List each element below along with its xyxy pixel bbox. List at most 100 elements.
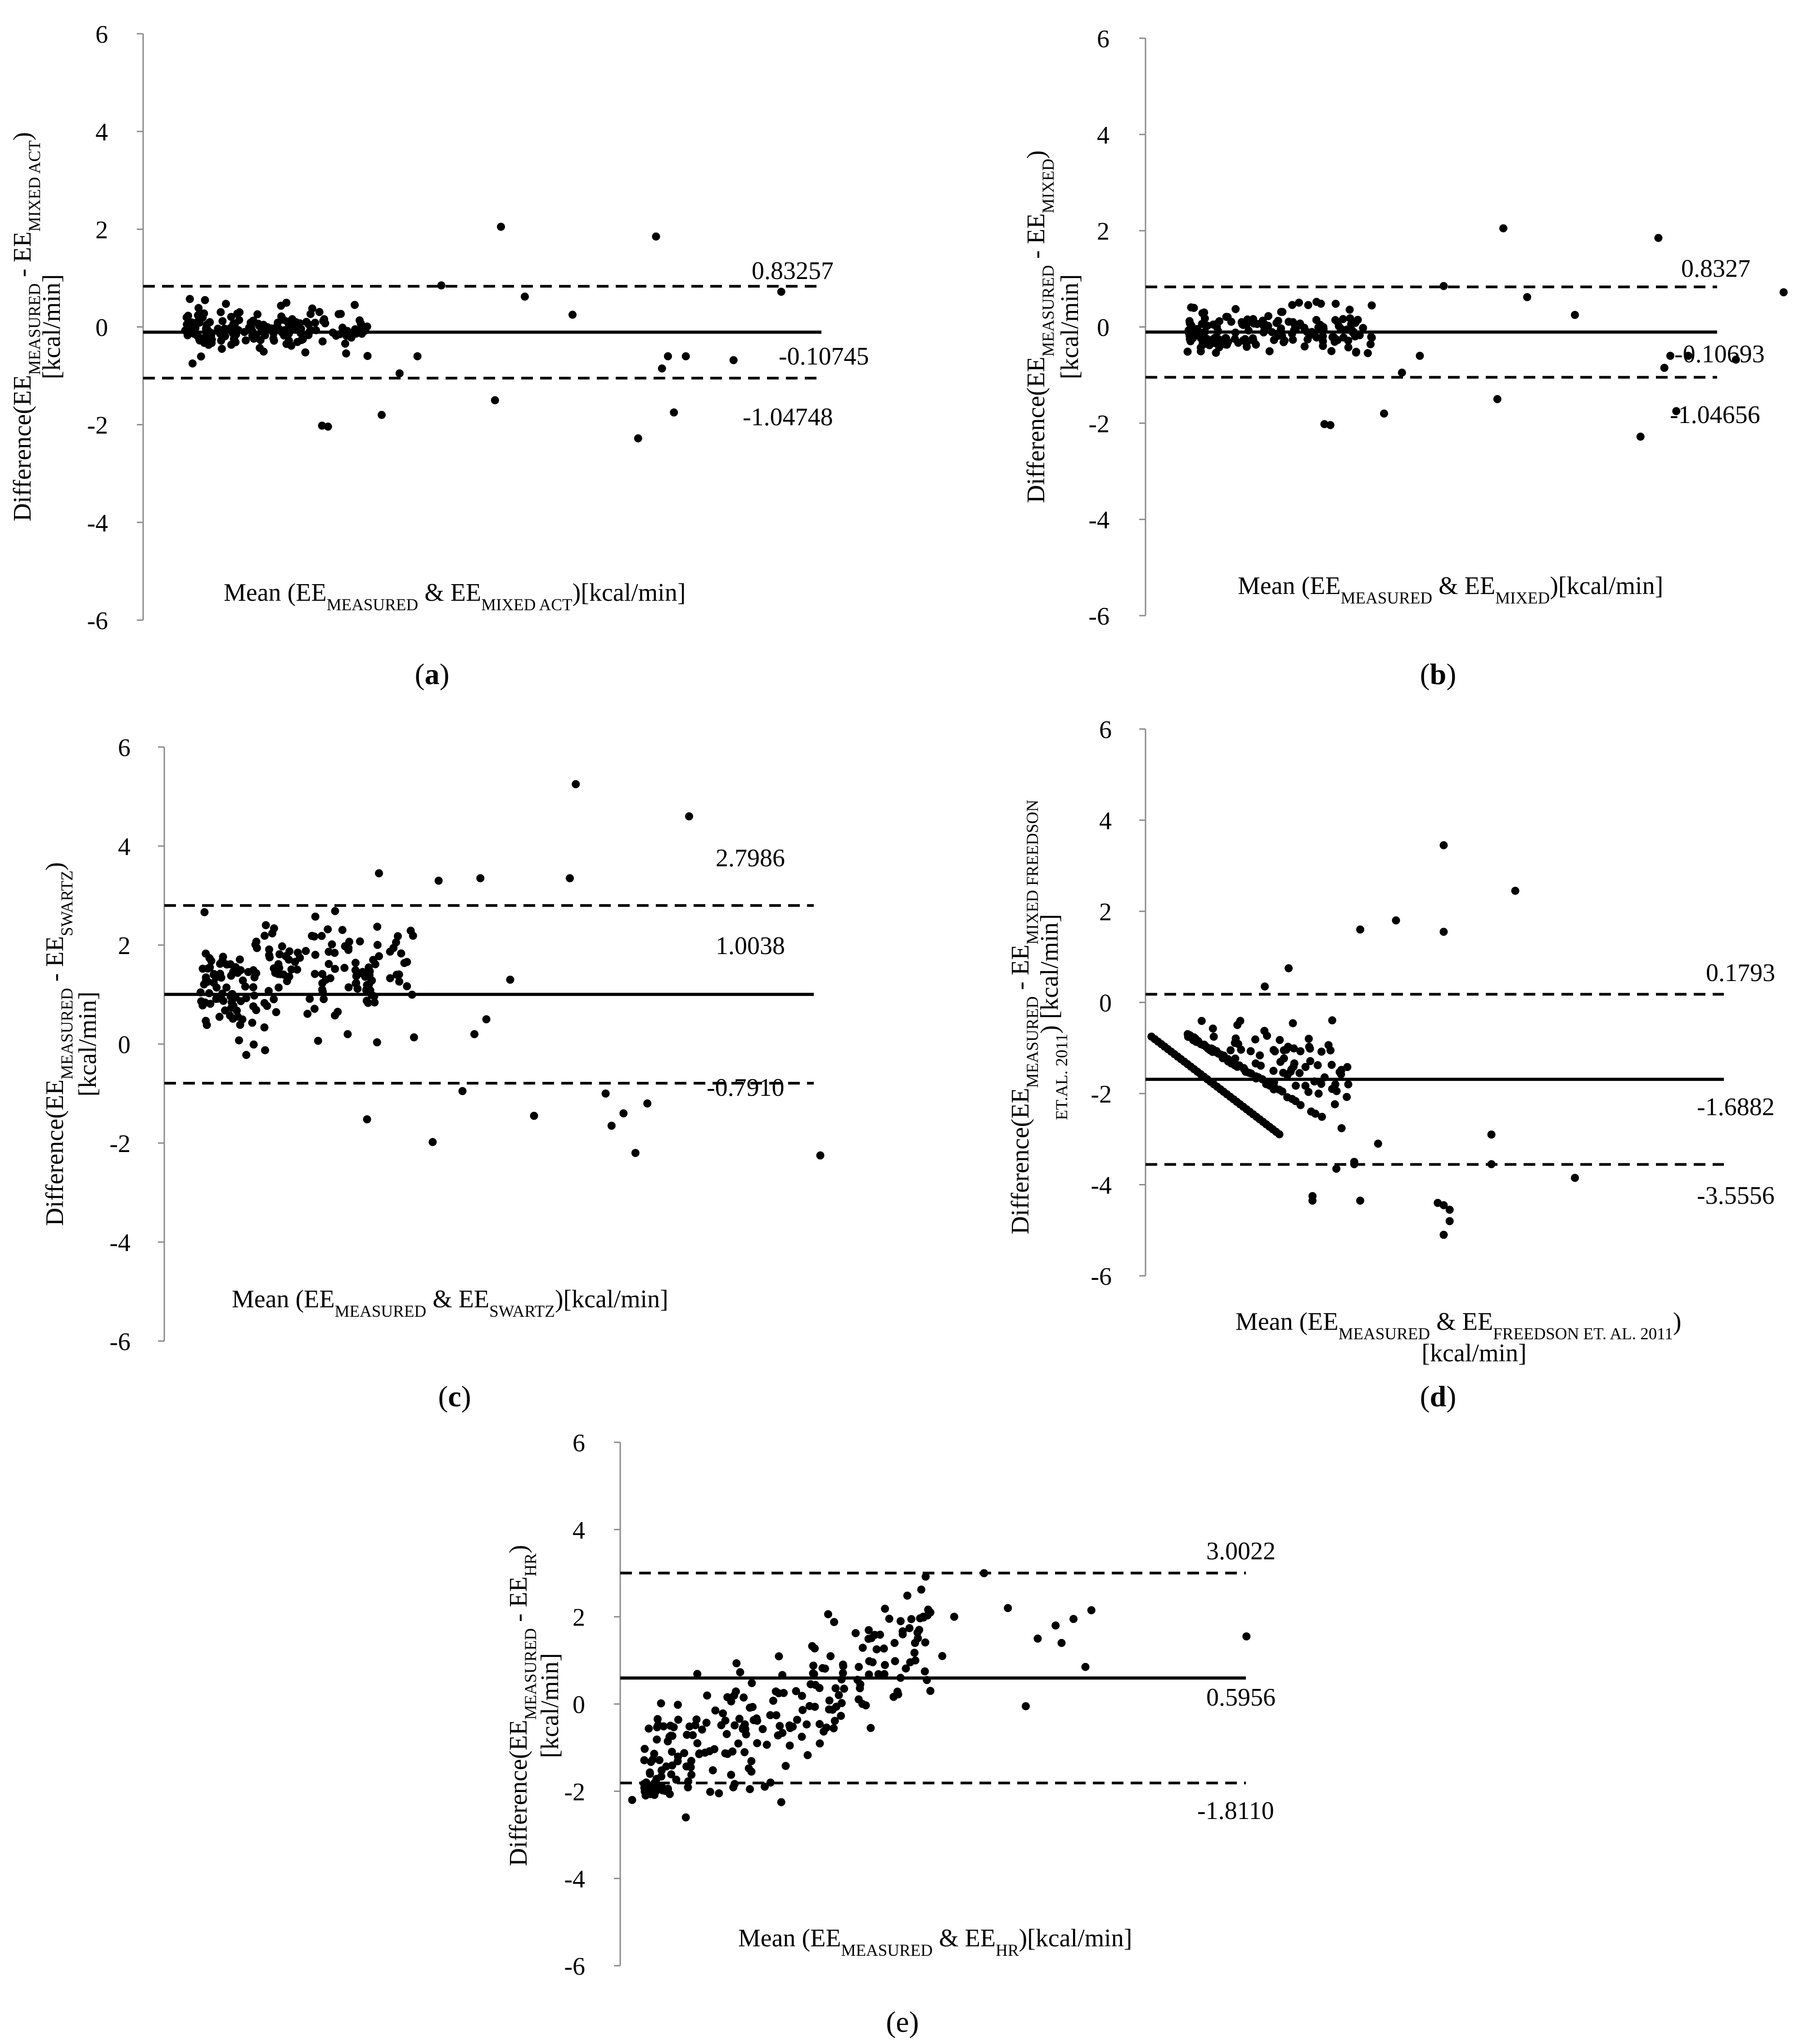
data-point — [684, 1777, 693, 1786]
data-point — [1571, 1174, 1579, 1182]
y-label-subscript: MEASURED — [1039, 265, 1058, 357]
y-axis-label: Difference(EEMEASURED - EEMIXED) — [1022, 150, 1058, 503]
y-tick-label: 4 — [1097, 122, 1109, 149]
data-point — [839, 1662, 848, 1670]
data-point — [1231, 1034, 1240, 1043]
caption-paren: ) — [440, 658, 450, 691]
data-point — [781, 1762, 790, 1770]
data-point — [1303, 335, 1312, 344]
data-point — [1251, 1035, 1259, 1044]
y-axis-label-line2: [kcal/min] — [1056, 274, 1084, 379]
data-point — [197, 334, 206, 343]
x-label-text: Mean (EE — [224, 579, 327, 607]
lower-limit-label: -0.7910 — [707, 1074, 785, 1102]
panel-a: 6 4 2 0 -2 -4 -6 0.83257 -0.10745 -1.04748 Mean (E… — [9, 21, 869, 691]
data-point — [1227, 317, 1236, 326]
data-point — [1439, 841, 1448, 850]
data-point — [664, 352, 672, 360]
y-label-text: Difference(EE — [505, 1720, 532, 1866]
data-point — [1339, 315, 1347, 323]
data-point — [852, 1629, 860, 1638]
data-point — [217, 328, 226, 337]
data-point — [257, 327, 266, 336]
scatter-points — [196, 780, 825, 1160]
data-point — [1345, 306, 1354, 314]
data-point — [270, 995, 278, 1004]
data-point — [1295, 1069, 1304, 1077]
data-point — [227, 313, 235, 321]
data-point — [1272, 319, 1281, 327]
data-point — [896, 1674, 905, 1682]
y-axis-label-line2: ET.AL. 2011) [kcal/min] — [1036, 914, 1071, 1120]
y-label-subscript: MEASURED — [1024, 996, 1042, 1088]
data-point — [311, 970, 319, 978]
data-point — [331, 964, 339, 973]
data-point — [375, 869, 383, 878]
data-point — [689, 1731, 697, 1739]
data-point — [1209, 1045, 1218, 1054]
data-point — [657, 1766, 666, 1775]
data-point — [1033, 1634, 1042, 1643]
data-point — [275, 983, 283, 992]
data-point — [378, 410, 386, 419]
data-point — [816, 1151, 825, 1160]
data-point — [1732, 356, 1740, 364]
data-point — [248, 1018, 257, 1027]
data-point — [855, 1663, 863, 1671]
data-point — [1317, 1047, 1326, 1056]
data-point — [1209, 1032, 1218, 1041]
data-point — [654, 1715, 662, 1723]
data-point — [370, 998, 379, 1007]
data-point — [674, 1701, 682, 1709]
data-point — [314, 1036, 322, 1045]
data-point — [233, 968, 242, 977]
x-label-subscript: MEASURED — [335, 1302, 427, 1321]
data-point — [721, 1716, 730, 1725]
data-point — [747, 1767, 756, 1776]
data-point — [938, 1652, 947, 1660]
data-point — [1251, 1059, 1260, 1068]
data-point — [1252, 340, 1260, 349]
data-point — [365, 963, 373, 972]
data-point — [650, 1750, 658, 1758]
x-axis-label: Mean (EEMEASURED & EEMIXED ACT)[kcal/min… — [224, 579, 686, 614]
data-point — [1344, 343, 1353, 351]
y-tick-label: 4 — [95, 118, 108, 146]
data-point — [890, 1639, 899, 1647]
data-point — [325, 947, 333, 956]
x-label-text: & EE — [933, 1924, 996, 1952]
x-label-text: )[kcal/min] — [555, 1285, 668, 1313]
data-point — [798, 1733, 806, 1741]
data-point — [408, 990, 416, 999]
data-point — [343, 1030, 352, 1039]
y-tick-label: -2 — [109, 1130, 131, 1158]
data-point — [1051, 1621, 1060, 1630]
x-label-subscript: MEASURED — [841, 1941, 933, 1960]
data-point — [188, 359, 197, 368]
caption-paren: ) — [461, 1380, 471, 1413]
data-point — [291, 958, 299, 966]
data-point — [262, 921, 270, 929]
data-point — [631, 1149, 640, 1157]
data-point — [395, 369, 404, 378]
data-point — [293, 965, 302, 974]
y-label-text: ) — [9, 132, 36, 140]
data-point — [1493, 395, 1502, 403]
data-point — [1256, 1051, 1264, 1060]
data-point — [654, 1721, 662, 1729]
data-point — [1571, 311, 1579, 319]
data-point — [1231, 335, 1239, 343]
data-point — [1196, 347, 1205, 356]
x-label-text: )[kcal/min] — [573, 579, 686, 607]
data-point — [1290, 1059, 1299, 1067]
data-point — [874, 1670, 883, 1679]
data-point — [361, 972, 370, 981]
data-point — [374, 952, 383, 960]
data-point — [769, 1697, 777, 1705]
y-tick-label: 2 — [1099, 898, 1112, 926]
data-point — [792, 1687, 800, 1695]
data-point — [619, 1109, 628, 1117]
data-point — [729, 356, 738, 365]
